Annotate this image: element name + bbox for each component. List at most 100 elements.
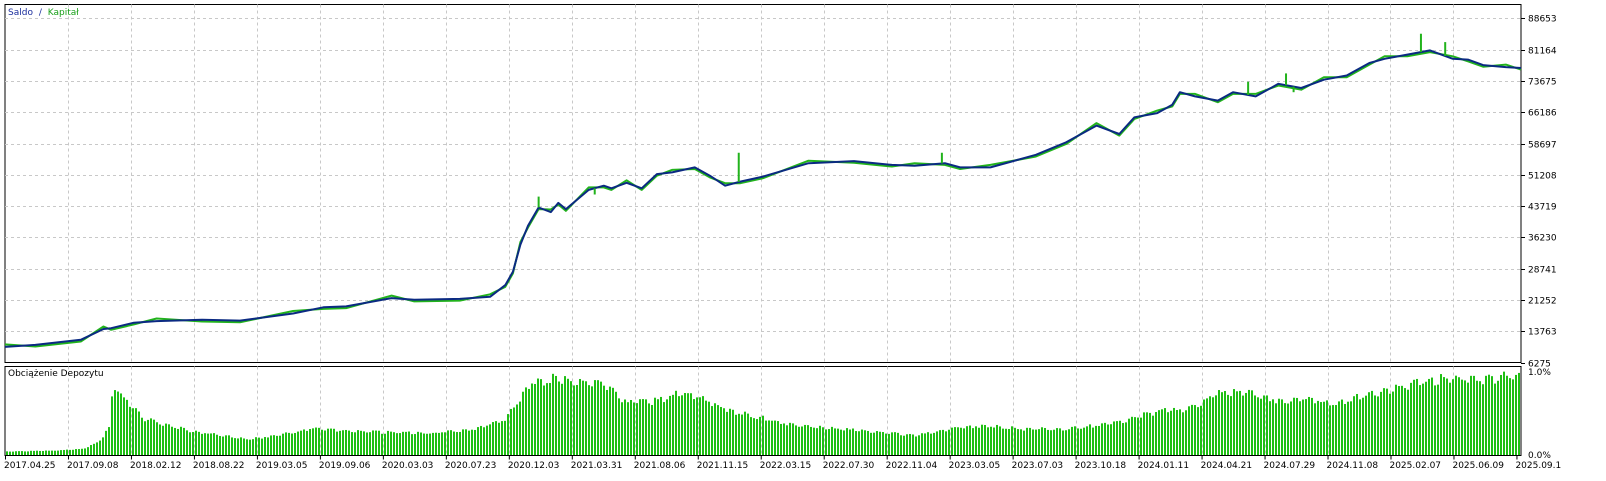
load-bar <box>216 434 218 455</box>
load-bar <box>102 437 104 455</box>
load-bar <box>801 426 803 455</box>
load-bar <box>954 427 956 455</box>
load-chart-grid <box>68 366 1454 456</box>
load-bar <box>462 429 464 455</box>
load-bar <box>240 437 242 455</box>
load-bar <box>225 435 227 455</box>
load-bar <box>474 429 476 455</box>
load-bar <box>909 433 911 455</box>
load-bar <box>876 431 878 455</box>
load-bar <box>1041 427 1043 455</box>
load-bar <box>1419 385 1421 455</box>
load-bar <box>1146 412 1148 455</box>
legend-separator: / <box>39 8 43 18</box>
load-bar <box>1296 397 1298 455</box>
load-bar <box>1200 405 1202 455</box>
load-bar <box>885 433 887 455</box>
load-bar <box>1218 390 1220 455</box>
load-bar <box>990 426 992 455</box>
load-bar <box>1383 388 1385 455</box>
load-bar <box>1128 418 1130 455</box>
load-bar <box>1221 392 1223 455</box>
load-bar <box>972 428 974 455</box>
load-bar <box>1035 429 1037 455</box>
load-bar <box>1215 395 1217 455</box>
load-bar <box>873 432 875 455</box>
x-tick-label: 2024.04.21 <box>1201 461 1253 471</box>
load-bar <box>1362 397 1364 455</box>
load-bar <box>675 390 677 455</box>
load-bar <box>291 433 293 455</box>
load-bar <box>1488 374 1490 455</box>
load-bar <box>1380 391 1382 455</box>
load-bar <box>456 432 458 455</box>
load-bar <box>1119 420 1121 455</box>
load-bar <box>630 400 632 455</box>
load-bar <box>1416 378 1418 455</box>
load-bar <box>1098 425 1100 455</box>
load-bar <box>1116 421 1118 455</box>
load-bar <box>807 425 809 455</box>
load-bar <box>144 421 146 455</box>
load-bar <box>747 413 749 455</box>
load-bar <box>780 423 782 455</box>
load-bar <box>540 379 542 455</box>
load-bar <box>1203 399 1205 455</box>
load-bar <box>927 432 929 455</box>
load-bar <box>366 432 368 455</box>
load-bar <box>987 427 989 455</box>
load-bar <box>1122 423 1124 455</box>
time-axis: 2017.04.25 2017.09.08 2018.02.12 2018.08.22… <box>4 455 1561 471</box>
load-bar <box>6 451 8 455</box>
load-bar <box>375 430 377 455</box>
load-bar <box>537 378 539 455</box>
load-bar <box>1464 380 1466 455</box>
load-bar <box>1191 404 1193 455</box>
deposit-load-chart: Obciążenie Depozytu 1.0% 0.0% <box>4 366 1551 461</box>
load-bar <box>948 429 950 455</box>
load-bar <box>1299 401 1301 455</box>
load-bar <box>957 427 959 455</box>
load-bar <box>360 430 362 455</box>
load-bar <box>165 423 167 455</box>
load-bar <box>255 437 257 455</box>
y-tick-label: 6275 <box>1528 360 1551 370</box>
load-bar <box>570 381 572 455</box>
load-bar <box>840 429 842 455</box>
load-bar <box>327 428 329 455</box>
load-bar <box>42 450 44 455</box>
load-bar <box>684 393 686 455</box>
load-bar <box>1317 400 1319 455</box>
load-bar <box>18 451 20 455</box>
x-tick-label: 2020.03.03 <box>382 461 434 471</box>
load-bar <box>192 431 194 455</box>
load-bar <box>36 450 38 455</box>
load-bar <box>273 435 275 455</box>
load-bar <box>714 403 716 455</box>
load-bar <box>1437 384 1439 455</box>
load-bar <box>738 413 740 455</box>
load-bar <box>1083 427 1085 455</box>
load-bar <box>1044 427 1046 455</box>
load-bar <box>609 386 611 455</box>
load-bar <box>1491 376 1493 455</box>
load-bar <box>663 402 665 455</box>
load-bar <box>279 435 281 455</box>
load-bar <box>1368 392 1370 455</box>
load-bar <box>441 432 443 455</box>
load-bar <box>1458 377 1460 455</box>
y-tick-label: 21252 <box>1528 297 1557 307</box>
load-bar <box>72 449 74 455</box>
load-bar <box>777 421 779 455</box>
load-chart-title: Obciążenie Depozytu <box>8 369 104 379</box>
balance-equity-chart: 6275 13763 21252 28741 36230 43719 51208 58697 6… <box>4 4 1557 370</box>
load-bar <box>1260 398 1262 455</box>
load-bar <box>936 431 938 455</box>
load-bar <box>105 430 107 455</box>
load-bar <box>315 427 317 455</box>
load-bar <box>930 433 932 455</box>
load-bar <box>228 435 230 455</box>
load-bar <box>159 424 161 455</box>
load-bar <box>720 406 722 455</box>
load-bar <box>54 450 56 455</box>
